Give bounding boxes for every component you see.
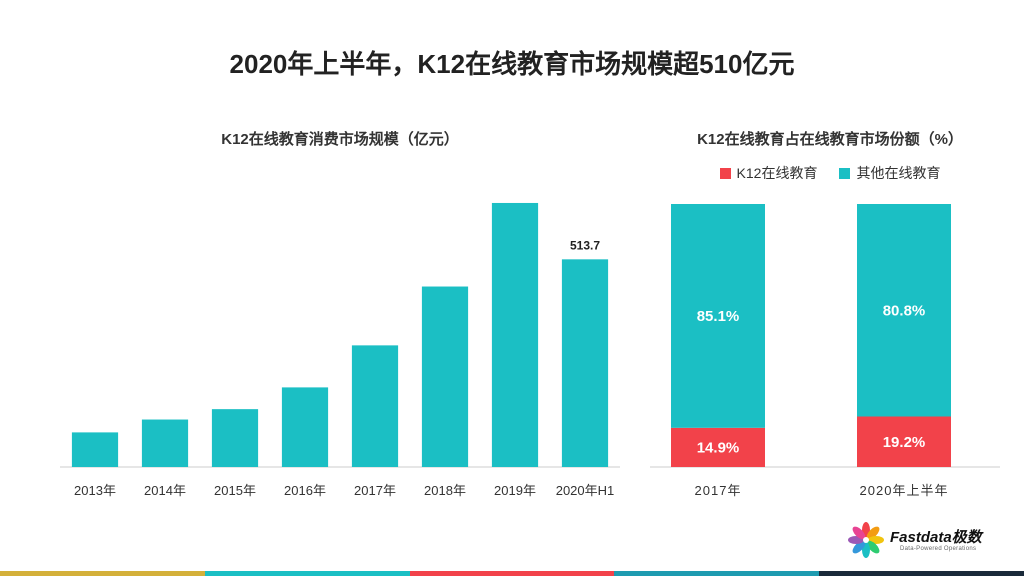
bar-data-label: 513.7 — [570, 238, 600, 252]
logo-name: Fastdata极数 — [890, 529, 982, 546]
x-tick-label: 2017年 — [354, 483, 396, 498]
x-tick-label: 2017年 — [695, 483, 742, 498]
legend-label-k12: K12在线教育 — [736, 165, 818, 181]
legend-label-other: 其他在线教育 — [856, 165, 941, 181]
bar-2017年 — [351, 345, 399, 467]
x-tick-label: 2020年H1 — [556, 483, 615, 498]
stack-segment-label: 19.2% — [883, 434, 926, 451]
legend-swatch-other — [839, 167, 851, 179]
x-tick-label: 2015年 — [214, 483, 256, 498]
stack-segment-label: 80.8% — [883, 302, 926, 319]
bar-2013年 — [71, 432, 119, 467]
bottom-strip-segment — [819, 571, 1024, 576]
logo-tagline: Data-Powered Operations — [900, 546, 977, 552]
stack-segment-other — [857, 204, 951, 417]
legend-item-other: 其他在线教育 — [839, 163, 940, 183]
stack-segment-k12 — [857, 416, 951, 467]
bottom-strip-segment — [0, 571, 205, 576]
legend-item-k12: K12在线教育 — [719, 163, 818, 183]
bottom-strip-segment — [614, 571, 820, 576]
page-title: 2020年上半年，K12在线教育市场规模超510亿元 — [229, 49, 795, 79]
fastdata-logo: Fastdata极数 Data-Powered Operations — [846, 518, 996, 562]
bar-2014年 — [141, 419, 189, 467]
x-tick-label: 2013年 — [74, 483, 116, 498]
market-share-legend: K12在线教育 其他在线教育 — [650, 163, 1010, 183]
market-share-chart-title: K12在线教育占在线教育市场份额（%） — [697, 131, 963, 148]
stack-segment-k12 — [671, 427, 765, 467]
bar-2016年 — [281, 387, 329, 467]
fastdata-flower-icon — [848, 522, 884, 558]
x-tick-label: 2016年 — [284, 483, 326, 498]
stack-segment-other — [671, 204, 765, 428]
x-tick-label: 2014年 — [144, 483, 186, 498]
bottom-color-strip — [0, 571, 1024, 576]
bar-2018年 — [421, 286, 469, 467]
bar-2015年 — [211, 409, 259, 467]
bar-2020年H1 — [561, 259, 609, 467]
bar-2019年 — [491, 202, 539, 467]
bottom-strip-segment — [409, 571, 615, 576]
legend-swatch-k12 — [719, 167, 731, 179]
bottom-strip-segment — [204, 571, 410, 576]
market-size-chart-title: K12在线教育消费市场规模（亿元） — [221, 131, 459, 148]
stack-segment-label: 14.9% — [697, 439, 740, 456]
x-tick-label: 2020年上半年 — [860, 483, 949, 498]
x-tick-label: 2019年 — [494, 483, 536, 498]
x-tick-label: 2018年 — [424, 483, 466, 498]
stack-segment-label: 85.1% — [697, 308, 740, 325]
